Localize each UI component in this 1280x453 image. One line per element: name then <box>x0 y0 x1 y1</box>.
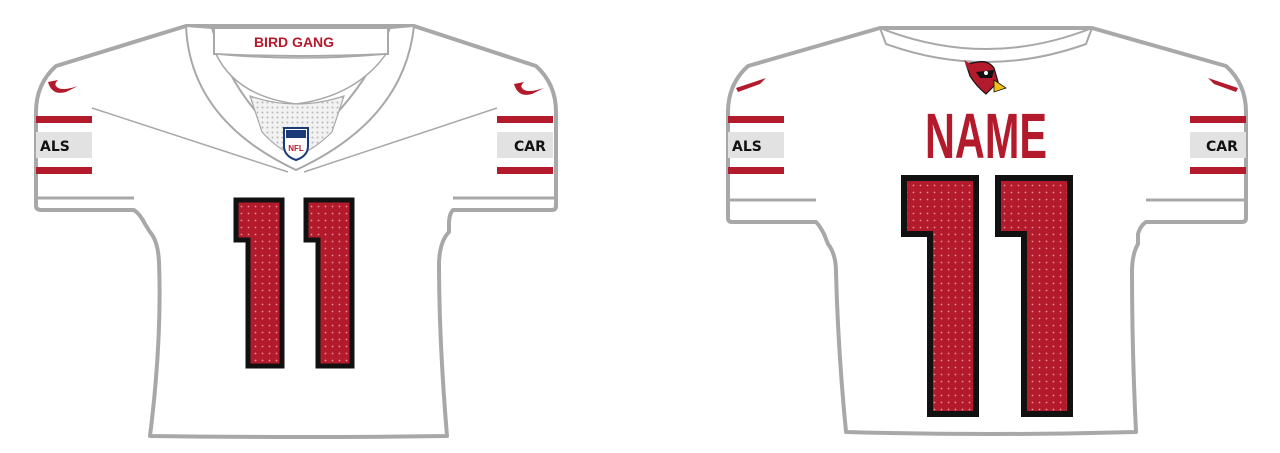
front-number: 11 <box>233 197 355 369</box>
front-right-sleeve-stripe-bottom <box>497 167 553 174</box>
front-left-sleeve-text: ALS <box>40 139 70 155</box>
front-number-digit-1a <box>233 197 285 369</box>
back-right-sleeve-stripe-bottom <box>1190 167 1246 174</box>
back-number-digit-1b <box>995 175 1073 417</box>
nike-swoosh-icon <box>48 80 78 93</box>
front-jersey-body <box>34 24 558 439</box>
nike-swoosh-icon <box>514 82 544 95</box>
back-player-name: NAME <box>925 100 1047 172</box>
front-left-sleeve-band <box>36 132 92 158</box>
back-left-shoulder-accent <box>736 78 766 92</box>
front-right-sleeve-band <box>497 132 553 158</box>
front-left-sleeve-stripe-top <box>36 116 92 123</box>
nfl-shield-text: NFL <box>288 144 304 153</box>
front-jersey: BIRD GANG NFL ALS CAR 11 <box>34 24 558 439</box>
back-right-sleeve-band <box>1190 132 1246 158</box>
front-number-digit-1b <box>303 197 355 369</box>
nfl-shield-icon: NFL <box>283 127 309 162</box>
cardinal-head-logo-icon <box>964 60 1007 95</box>
back-collar <box>878 26 1094 63</box>
back-left-sleeve-text: ALS <box>732 139 762 155</box>
front-right-sleeve-text: CAR <box>514 139 546 155</box>
back-left-sleeve-stripe-top <box>728 116 784 123</box>
back-right-sleeve-stripe-top <box>1190 116 1246 123</box>
back-left-sleeve-stripe-bottom <box>728 167 784 174</box>
back-jersey-body <box>726 26 1248 436</box>
front-left-sleeve-stripe-bottom <box>36 167 92 174</box>
back-number: 11 <box>901 175 1073 417</box>
front-right-yoke-line <box>303 107 498 173</box>
front-left-yoke-line <box>91 107 289 173</box>
front-collar-mesh-insert <box>249 95 345 157</box>
back-right-sleeve-text: CAR <box>1206 139 1238 155</box>
front-collar-text: BIRD GANG <box>254 34 334 50</box>
back-left-sleeve-band <box>728 132 784 158</box>
back-jersey: ALS CAR NAME 11 <box>726 26 1248 436</box>
front-right-sleeve-stripe-top <box>497 116 553 123</box>
back-number-digit-1a <box>901 175 979 417</box>
front-collar-inner <box>214 53 388 105</box>
back-right-shoulder-accent <box>1208 78 1238 92</box>
